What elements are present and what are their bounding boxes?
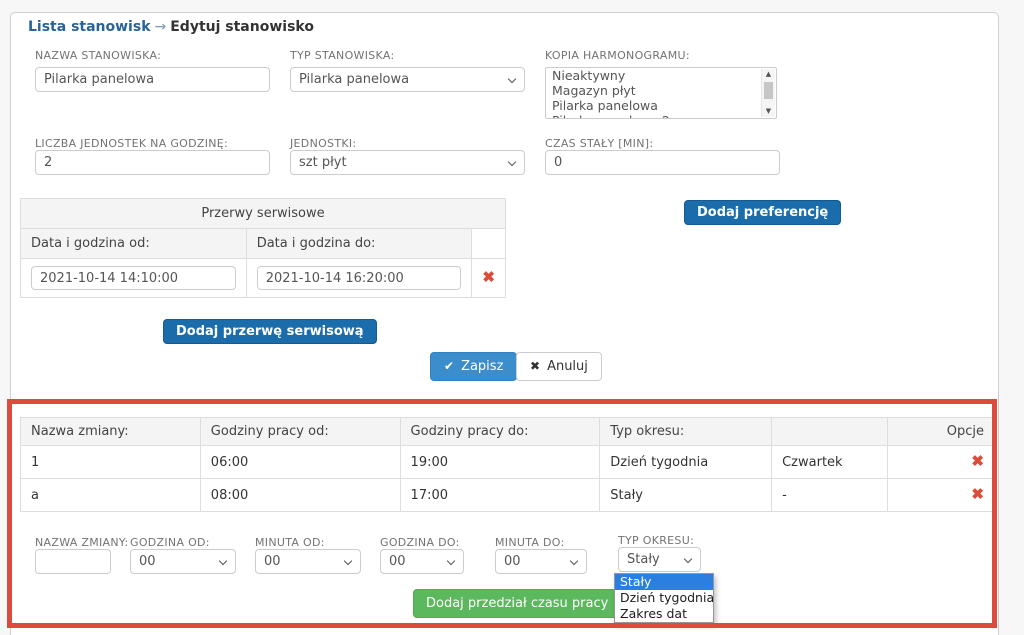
czas-staly-input[interactable] — [545, 150, 780, 175]
scrollbar-thumb[interactable] — [764, 82, 773, 99]
nazwa-zmiany-label: NAZWA ZMIANY: — [35, 536, 129, 549]
typ-okresu-value: Stały — [627, 552, 660, 567]
listbox-option[interactable]: Magazyn płyt — [552, 83, 636, 98]
godzina-do-label: GODZINA DO: — [380, 536, 460, 549]
cancel-button-label: Anuluj — [547, 359, 588, 374]
minuta-od-label: MINUTA OD: — [255, 536, 325, 549]
delete-shift-button[interactable]: ✖ — [971, 486, 984, 503]
page-title: Edytuj stanowisko — [170, 19, 314, 35]
typ-stanowiska-select[interactable]: Pilarka panelowa — [290, 67, 525, 92]
add-time-range-button[interactable]: Dodaj przedział czasu pracy — [413, 589, 622, 618]
dropdown-option-dzien-tygodnia[interactable]: Dzień tygodnia — [620, 590, 715, 605]
col-header-period-type: Typ okresu: — [599, 417, 773, 446]
liczba-jednostek-label: LICZBA JEDNOSTEK NA GODZINĘ: — [35, 137, 229, 150]
minuta-do-value: 00 — [504, 554, 521, 569]
shift-name-cell: a — [20, 478, 201, 512]
minuta-do-label: MINUTA DO: — [495, 536, 565, 549]
table-row: a 08:00 17:00 Stały - ✖ — [20, 478, 995, 512]
table-row: ✖ — [20, 258, 506, 298]
jednostki-selected-value: szt płyt — [299, 155, 347, 170]
jednostki-select[interactable]: szt płyt — [290, 150, 525, 175]
chevron-down-icon — [507, 74, 517, 84]
breadcrumb-arrow-icon: → — [154, 19, 167, 35]
delete-break-button[interactable]: ✖ — [482, 269, 495, 286]
shifts-table: Nazwa zmiany: Godziny pracy od: Godziny … — [20, 417, 995, 512]
service-breaks-table: Przerwy serwisowe Data i godzina od: Dat… — [20, 198, 506, 298]
delete-shift-button[interactable]: ✖ — [971, 453, 984, 470]
shift-to-cell: 17:00 — [399, 478, 601, 512]
service-breaks-title: Przerwy serwisowe — [20, 198, 506, 229]
nazwa-stanowiska-label: NAZWA STANOWISKA: — [35, 49, 162, 62]
godzina-od-select[interactable]: 00 — [130, 549, 236, 574]
breadcrumb: Lista stanowisk → Edytuj stanowisko — [28, 19, 314, 35]
typ-stanowiska-selected-value: Pilarka panelowa — [299, 72, 410, 87]
chevron-down-icon — [446, 556, 456, 566]
nazwa-zmiany-input[interactable] — [35, 549, 111, 574]
table-row: 1 06:00 19:00 Dzień tygodnia Czwartek ✖ — [20, 445, 995, 479]
break-from-input[interactable] — [31, 266, 236, 290]
godzina-do-select[interactable]: 00 — [380, 549, 464, 574]
typ-okresu-dropdown: Stały Dzień tygodnia Zakres dat — [614, 573, 714, 623]
add-service-break-button[interactable]: Dodaj przerwę serwisową — [163, 319, 377, 344]
czas-staly-label: CZAS STAŁY [MIN]: — [545, 137, 654, 150]
listbox-option-partial[interactable]: Pilarka panelowa 2 — [546, 113, 776, 118]
listbox-scrollbar[interactable]: ▲ ▼ — [761, 69, 775, 117]
col-header-date-to: Data i godzina do: — [245, 228, 473, 259]
chevron-down-icon — [683, 554, 693, 564]
typ-okresu-label: TYP OKRESU: — [618, 534, 695, 547]
shift-detail-cell: - — [771, 478, 889, 512]
jednostki-label: JEDNOSTKI: — [290, 137, 357, 150]
cancel-button[interactable]: ✖ Anuluj — [516, 352, 602, 381]
liczba-jednostek-input[interactable] — [35, 150, 270, 175]
shift-detail-cell: Czwartek — [771, 445, 889, 479]
typ-stanowiska-label: TYP STANOWISKA: — [290, 49, 395, 62]
minuta-od-value: 00 — [264, 554, 281, 569]
x-icon: ✖ — [530, 359, 541, 373]
chevron-down-icon — [343, 556, 353, 566]
godzina-od-label: GODZINA OD: — [130, 536, 210, 549]
add-preference-button[interactable]: Dodaj preferencję — [684, 200, 842, 225]
col-header-options: Opcje — [887, 417, 995, 446]
nazwa-stanowiska-input[interactable] — [35, 67, 270, 92]
listbox-option[interactable]: Nieaktywny — [552, 68, 626, 83]
dropdown-option-staly[interactable]: Stały — [615, 574, 713, 590]
kopia-harmonogramu-listbox[interactable]: Nieaktywny Magazyn płyt Pilarka panelowa… — [545, 67, 777, 119]
col-header-date-from: Data i godzina od: — [20, 228, 247, 259]
shift-to-cell: 19:00 — [399, 445, 601, 479]
shift-period-type-cell: Dzień tygodnia — [599, 445, 773, 479]
shift-from-cell: 08:00 — [199, 478, 401, 512]
minuta-do-select[interactable]: 00 — [495, 549, 587, 574]
col-header-actions — [471, 228, 506, 259]
col-header-work-to: Godziny pracy do: — [399, 417, 601, 446]
listbox-option[interactable]: Pilarka panelowa — [552, 98, 658, 113]
shift-from-cell: 06:00 — [199, 445, 401, 479]
chevron-down-icon — [218, 556, 228, 566]
dropdown-option-zakres-dat[interactable]: Zakres dat — [620, 606, 687, 621]
typ-okresu-select[interactable]: Stały — [618, 547, 701, 572]
shift-period-type-cell: Stały — [599, 478, 773, 512]
col-header-detail — [771, 417, 889, 446]
chevron-down-icon — [507, 157, 517, 167]
minuta-od-select[interactable]: 00 — [255, 549, 361, 574]
shift-name-cell: 1 — [20, 445, 201, 479]
godzina-do-value: 00 — [389, 554, 406, 569]
godzina-od-value: 00 — [139, 554, 156, 569]
check-icon: ✔ — [444, 359, 455, 373]
chevron-down-icon — [569, 556, 579, 566]
scroll-up-icon[interactable]: ▲ — [765, 70, 772, 78]
col-header-shift-name: Nazwa zmiany: — [20, 417, 201, 446]
save-button-label: Zapisz — [461, 359, 504, 374]
break-to-input[interactable] — [256, 266, 462, 290]
scroll-down-icon[interactable]: ▼ — [765, 107, 772, 115]
col-header-work-from: Godziny pracy od: — [199, 417, 401, 446]
save-button[interactable]: ✔ Zapisz — [430, 352, 518, 381]
breadcrumb-link-lista-stanowisk[interactable]: Lista stanowisk — [28, 19, 151, 35]
kopia-harmonogramu-label: KOPIA HARMONOGRAMU: — [545, 49, 690, 62]
